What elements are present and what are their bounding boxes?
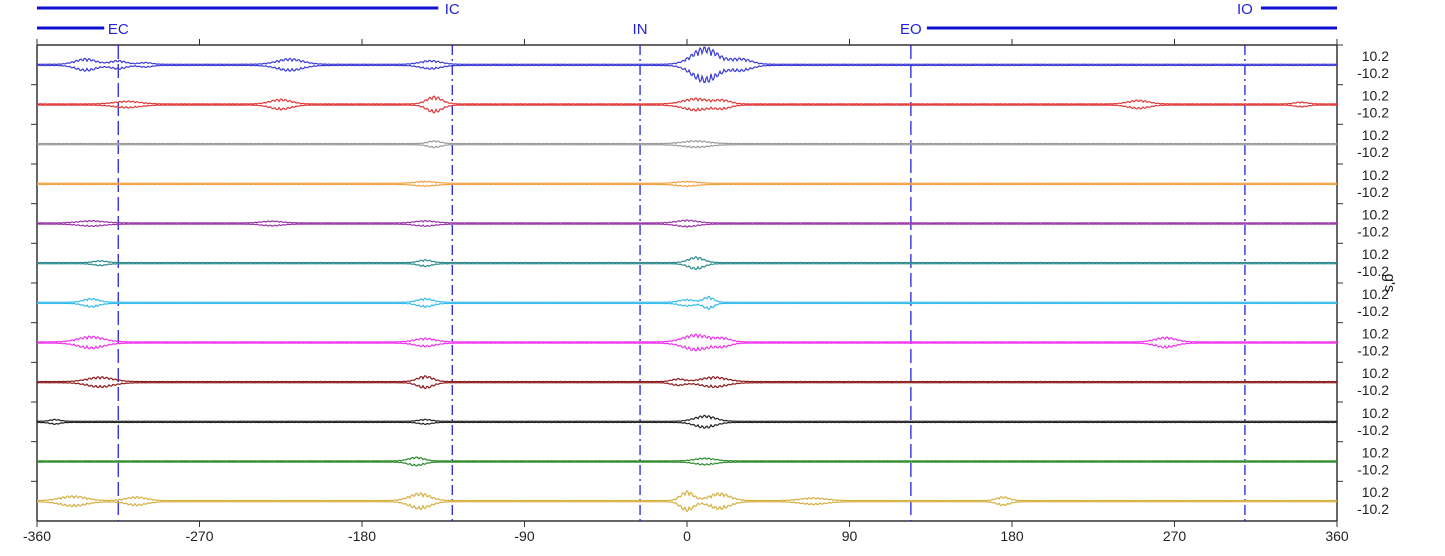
trace-1-lower — [36, 64, 1338, 84]
trace-12-upper — [36, 489, 1338, 502]
trace-1-upper — [37, 46, 1337, 66]
trace-4-upper — [37, 180, 1337, 185]
x-tick-label: -180 — [348, 528, 376, 544]
trace-min-label: -10.2 — [1357, 65, 1389, 81]
trace-max-label: 10.2 — [1362, 484, 1389, 500]
trace-7-upper — [37, 295, 1337, 304]
trace-min-label: -10.2 — [1357, 303, 1389, 319]
event-label-ic: IC — [445, 1, 460, 18]
trace-6-upper — [36, 255, 1338, 264]
trace-12-lower — [36, 500, 1337, 513]
trace-9-lower — [37, 381, 1337, 390]
x-tick-label: -360 — [23, 528, 51, 544]
trace-2-upper — [36, 95, 1338, 105]
trace-11-lower — [36, 461, 1338, 467]
event-label-io: IO — [1237, 1, 1253, 18]
trace-11-upper — [36, 456, 1338, 462]
trace-3-upper — [36, 139, 1338, 145]
trace-min-label: -10.2 — [1357, 224, 1389, 240]
trace-max-label: 10.2 — [1362, 48, 1389, 64]
trace-7-lower — [36, 302, 1338, 311]
trace-max-label: 10.2 — [1362, 365, 1389, 381]
trace-max-label: 10.2 — [1362, 207, 1389, 223]
trace-5-lower — [36, 223, 1338, 228]
trace-8-upper — [36, 333, 1338, 343]
x-tick-label: 0 — [683, 528, 691, 544]
trace-min-label: -10.2 — [1357, 422, 1389, 438]
y-axis-label: g's — [1381, 274, 1398, 293]
trace-9-upper — [36, 374, 1338, 383]
event-label-eo: EO — [900, 21, 922, 38]
trace-min-label: -10.2 — [1357, 184, 1389, 200]
trace-max-label: 10.2 — [1362, 167, 1389, 183]
trace-8-lower — [36, 342, 1338, 352]
trace-3-lower — [37, 143, 1337, 149]
trace-max-label: 10.2 — [1362, 127, 1389, 143]
x-tick-label: -270 — [185, 528, 213, 544]
trace-6-lower — [37, 262, 1337, 271]
x-tick-label: 360 — [1325, 528, 1349, 544]
trace-max-label: 10.2 — [1362, 246, 1389, 262]
trace-4-lower — [36, 183, 1338, 188]
trace-max-label: 10.2 — [1362, 326, 1389, 342]
trace-min-label: -10.2 — [1357, 462, 1389, 478]
x-tick-label: 270 — [1163, 528, 1187, 544]
trace-max-label: 10.2 — [1362, 405, 1389, 421]
trace-max-label: 10.2 — [1362, 445, 1389, 461]
x-tick-label: -90 — [514, 528, 534, 544]
trace-10-lower — [36, 421, 1338, 429]
trace-min-label: -10.2 — [1357, 501, 1389, 517]
event-label-ec: EC — [108, 21, 129, 38]
x-tick-label: 180 — [1000, 528, 1024, 544]
trace-max-label: 10.2 — [1362, 286, 1389, 302]
trace-min-label: -10.2 — [1357, 343, 1389, 359]
trace-min-label: -10.2 — [1357, 263, 1389, 279]
x-tick-label: 90 — [842, 528, 858, 544]
event-label-in: IN — [633, 21, 648, 38]
trace-5-upper — [36, 219, 1338, 224]
trace-2-lower — [36, 104, 1338, 114]
trace-min-label: -10.2 — [1357, 105, 1389, 121]
trace-10-upper — [37, 414, 1337, 423]
trace-max-label: 10.2 — [1362, 88, 1389, 104]
trace-min-label: -10.2 — [1357, 144, 1389, 160]
trace-min-label: -10.2 — [1357, 382, 1389, 398]
